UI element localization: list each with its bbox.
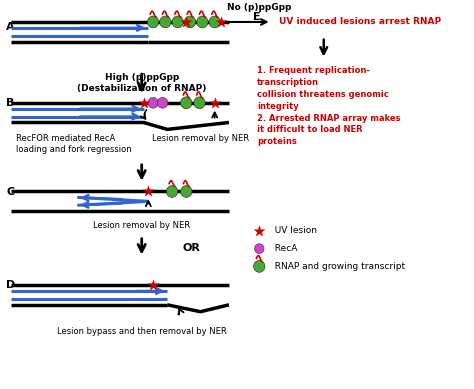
- Circle shape: [197, 16, 208, 28]
- Circle shape: [254, 261, 265, 272]
- Text: RecA: RecA: [269, 244, 297, 253]
- Text: High (p)ppGpp
(Destabilization of RNAP): High (p)ppGpp (Destabilization of RNAP): [77, 73, 206, 93]
- Circle shape: [209, 16, 220, 28]
- Text: B: B: [6, 98, 15, 108]
- Text: 1. Frequent replication-
transcription
collision threatens genomic
integrity
2. : 1. Frequent replication- transcription c…: [257, 66, 401, 146]
- Point: [182, 19, 190, 25]
- Circle shape: [184, 16, 196, 28]
- Circle shape: [157, 97, 168, 108]
- Text: UV induced lesions arrest RNAP: UV induced lesions arrest RNAP: [279, 18, 441, 26]
- Circle shape: [147, 16, 159, 28]
- Text: UV lesion: UV lesion: [269, 226, 317, 235]
- Text: C: C: [6, 187, 14, 196]
- Point: [255, 228, 263, 234]
- Circle shape: [255, 244, 264, 254]
- Circle shape: [181, 97, 192, 109]
- Point: [149, 282, 157, 288]
- Text: No (p)ppGpp: No (p)ppGpp: [227, 3, 292, 12]
- Point: [211, 100, 219, 106]
- Text: Lesion removal by NER: Lesion removal by NER: [93, 221, 190, 230]
- Text: Lesion removal by NER: Lesion removal by NER: [152, 134, 249, 143]
- Text: RecFOR mediated RecA
loading and fork regression: RecFOR mediated RecA loading and fork re…: [16, 134, 131, 154]
- Text: E: E: [253, 12, 260, 22]
- Text: Lesion bypass and then removal by NER: Lesion bypass and then removal by NER: [57, 326, 227, 335]
- Circle shape: [194, 97, 205, 109]
- Circle shape: [166, 186, 178, 197]
- Text: OR: OR: [182, 243, 200, 253]
- Circle shape: [172, 16, 183, 28]
- Circle shape: [181, 186, 192, 197]
- Circle shape: [148, 97, 158, 108]
- Point: [140, 100, 147, 106]
- Point: [145, 188, 152, 194]
- Text: D: D: [6, 280, 15, 290]
- Text: A: A: [6, 22, 15, 32]
- Circle shape: [160, 16, 171, 28]
- Point: [218, 19, 225, 25]
- Text: RNAP and growing transcript: RNAP and growing transcript: [269, 262, 405, 271]
